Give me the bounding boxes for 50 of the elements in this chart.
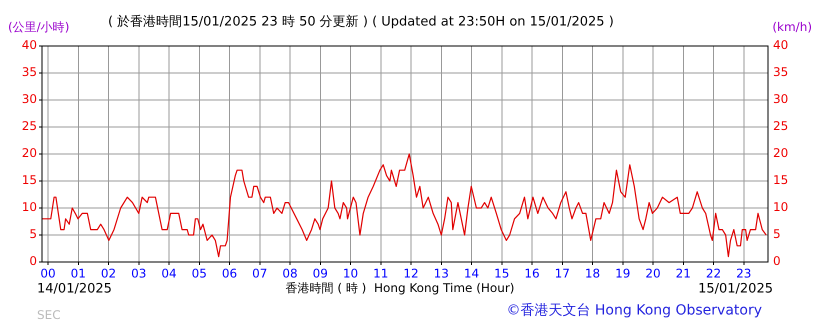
y2-tick-label: 25 [773, 119, 788, 134]
text: 14/01/2025 [37, 281, 112, 296]
text: SEC [37, 308, 61, 322]
y2-tick-label: 15 [773, 173, 788, 188]
y-tick-label: 25 [22, 119, 37, 134]
y2-axis-title: (km/h) [772, 20, 812, 34]
y2-tick-label: 20 [773, 146, 788, 160]
text: 15/01/2025 [698, 281, 773, 296]
x-tick-label: 19 [615, 266, 630, 280]
x-axis-title: 香港時間 ( 時 ) Hong Kong Time (Hour) [286, 281, 514, 296]
y-tick-label: 20 [22, 146, 37, 160]
x-tick-label: 14 [464, 266, 480, 280]
y2-tick-label: 40 [773, 38, 788, 52]
y-tick-label: 5 [29, 227, 37, 242]
y-tick-label: 0 [29, 254, 37, 268]
x-tick-label: 16 [524, 266, 540, 280]
x-tick-label: 04 [161, 266, 177, 280]
y-tick-label: 30 [22, 92, 37, 106]
y-axis-title: (公里/小時) [8, 20, 70, 34]
x-tick-label: 20 [645, 266, 661, 280]
x-tick-label: 17 [554, 266, 570, 280]
x-tick-label: 08 [282, 266, 298, 280]
y2-tick-label: 35 [773, 65, 788, 80]
y2-tick-label: 5 [773, 227, 781, 242]
x-tick-label: 12 [403, 266, 419, 280]
x-tick-label: 18 [584, 266, 600, 280]
x-tick-label: 07 [252, 266, 268, 280]
x-tick-label: 01 [70, 266, 86, 280]
x-tick-label: 22 [706, 266, 722, 280]
y-tick-label: 15 [22, 173, 37, 188]
x-tick-label: 00 [40, 266, 56, 280]
x-tick-label: 03 [131, 266, 146, 280]
x-tick-label: 10 [342, 266, 358, 280]
text: ©香港天文台 Hong Kong Observatory [506, 302, 762, 319]
x-tick-label: 05 [192, 266, 207, 280]
x-tick-label: 15 [494, 266, 510, 280]
y2-tick-label: 10 [773, 200, 788, 214]
x-tick-label: 02 [100, 266, 116, 280]
x-tick-label: 11 [373, 266, 388, 280]
y-tick-label: 40 [22, 38, 37, 52]
y2-tick-label: 0 [773, 254, 781, 268]
x-tick-label: 13 [434, 266, 449, 280]
chart-title: ( 於香港時間15/01/2025 23 時 50 分更新 ) ( Updated at 23:50H on 15/01/2025 ) [108, 14, 614, 30]
x-tick-label: 21 [676, 266, 691, 280]
y-tick-label: 35 [22, 65, 37, 80]
x-tick-label: 09 [312, 266, 328, 280]
x-tick-label: 23 [736, 266, 752, 280]
y2-tick-label: 30 [773, 92, 788, 106]
x-tick-label: 06 [222, 266, 238, 280]
y-tick-label: 10 [22, 200, 37, 214]
